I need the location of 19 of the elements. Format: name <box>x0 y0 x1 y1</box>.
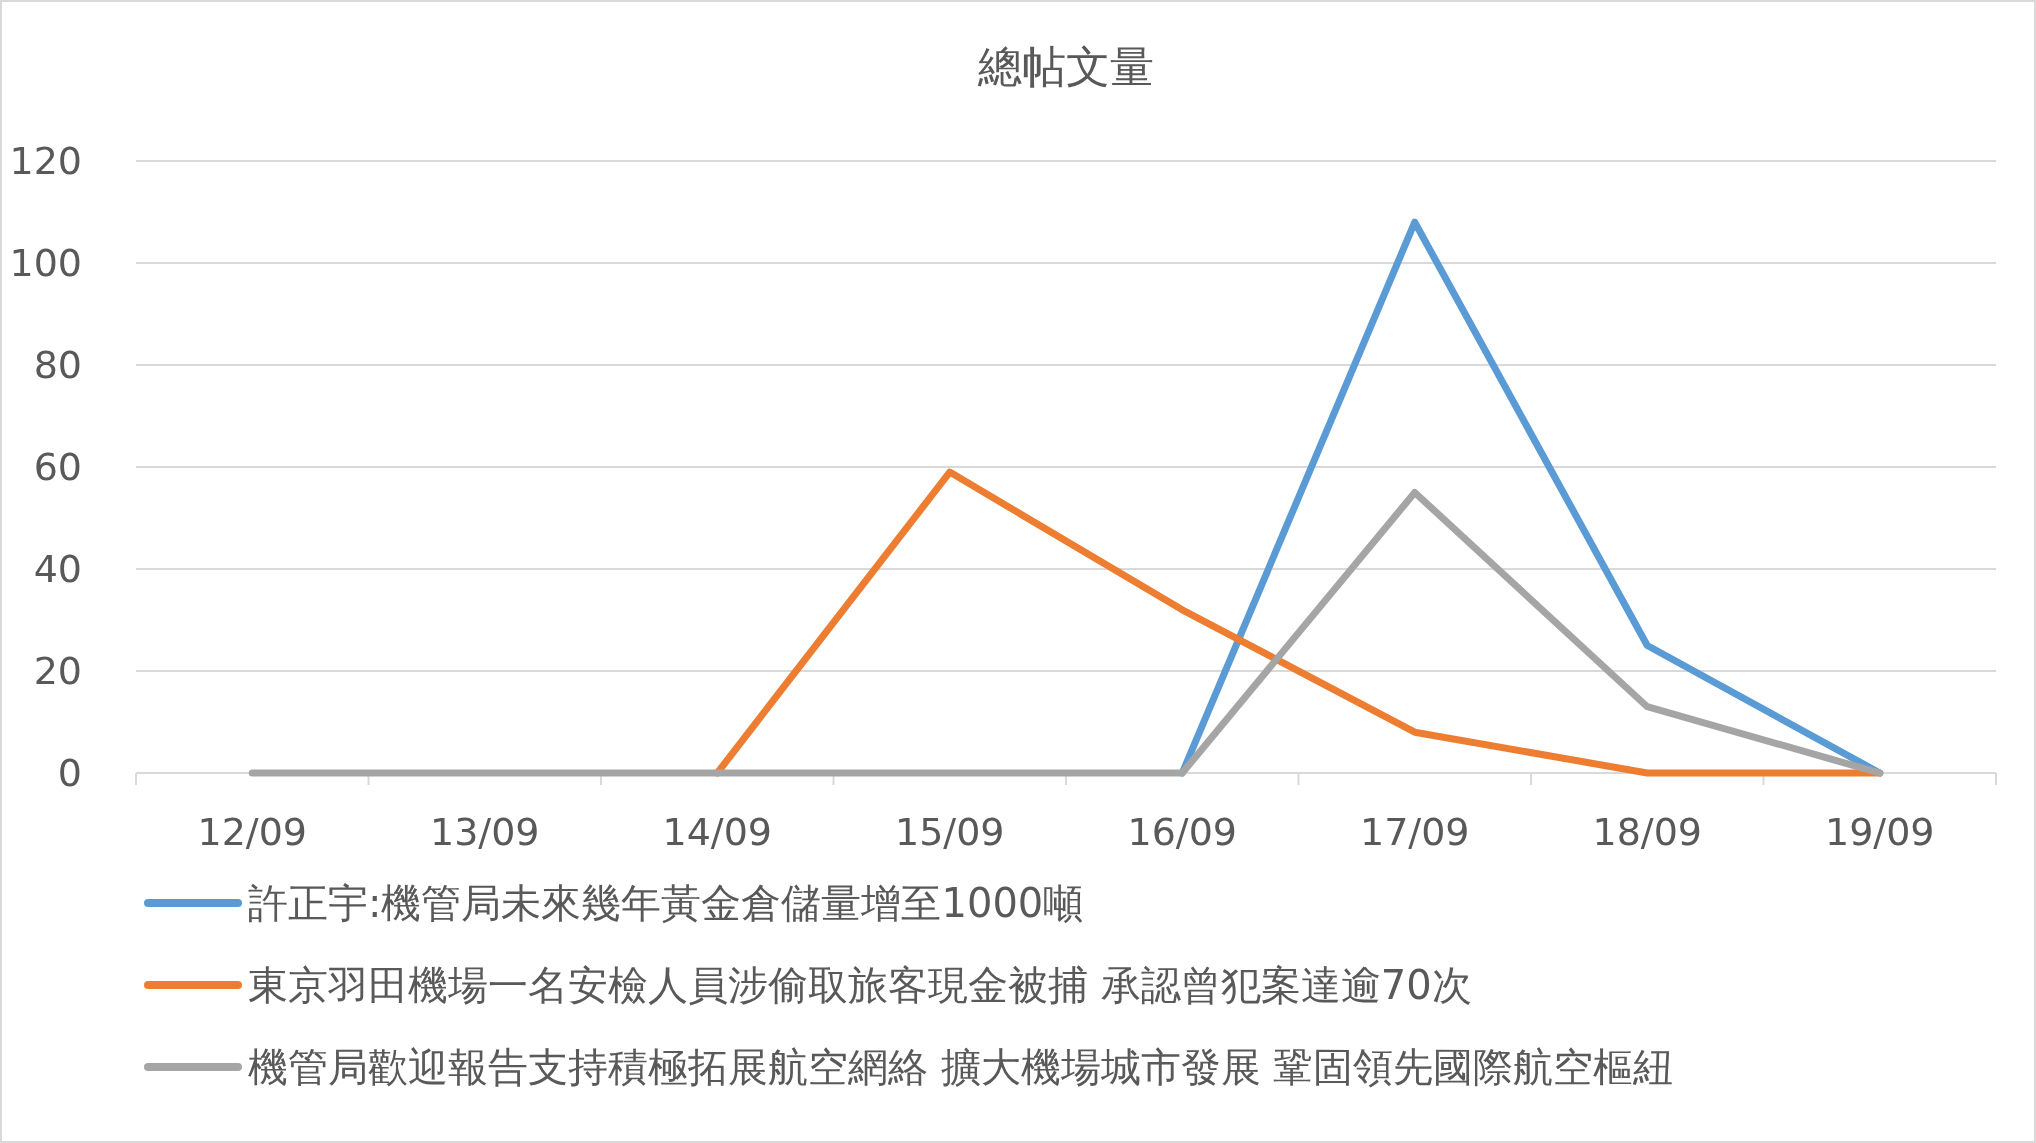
x-tick-label: 13/09 <box>429 810 540 854</box>
x-tick-label: 17/09 <box>1359 810 1470 854</box>
legend-label: 東京羽田機場一名安檢人員涉偷取旅客現金被捕 承認曾犯案達逾70次 <box>248 962 1472 1008</box>
y-tick-label: 60 <box>33 445 82 489</box>
x-tick-label: 18/09 <box>1592 810 1703 854</box>
chart-title: 總帖文量 <box>977 41 1154 92</box>
y-tick-label: 100 <box>9 241 82 285</box>
legend-label: 許正宇:機管局未來幾年黃金倉儲量增至1000噸 <box>248 880 1084 926</box>
x-tick-label: 15/09 <box>894 810 1005 854</box>
y-tick-label: 80 <box>33 343 82 387</box>
y-tick-label: 120 <box>9 139 82 183</box>
x-tick-label: 19/09 <box>1824 810 1935 854</box>
x-tick-label: 14/09 <box>662 810 773 854</box>
y-tick-label: 40 <box>33 547 82 591</box>
y-tick-label: 0 <box>57 751 82 795</box>
x-tick-label: 12/09 <box>197 810 308 854</box>
x-tick-label: 16/09 <box>1127 810 1238 854</box>
legend-label: 機管局歡迎報告支持積極拓展航空網絡 擴大機場城市發展 鞏固領先國際航空樞紐 <box>248 1044 1674 1090</box>
y-tick-label: 20 <box>33 649 82 693</box>
